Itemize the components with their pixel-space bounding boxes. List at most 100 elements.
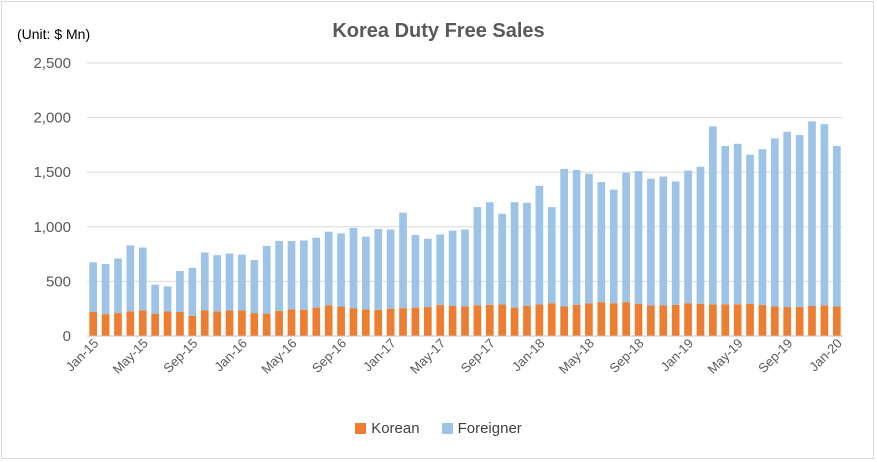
bar-korean	[783, 307, 792, 336]
bar-korean	[721, 304, 730, 336]
bar-foreigner	[213, 255, 221, 312]
bar-korean	[151, 313, 160, 336]
bar-foreigner	[114, 258, 122, 314]
bar-korean	[114, 313, 122, 336]
bar-foreigner	[770, 138, 779, 307]
legend-item-korean: Korean	[355, 420, 420, 437]
bar-korean	[485, 304, 494, 336]
bar-korean	[89, 311, 98, 336]
bar-foreigner	[783, 131, 792, 308]
bar-foreigner	[411, 234, 420, 308]
bar-foreigner	[238, 254, 246, 311]
bar-korean	[101, 314, 110, 336]
x-tick-label: Sep-19	[755, 336, 795, 376]
bar-korean	[126, 311, 135, 336]
bar-foreigner	[300, 240, 308, 310]
bar-foreigner	[659, 176, 668, 306]
x-tick-label: Sep-17	[458, 336, 498, 376]
bar-korean	[188, 315, 197, 336]
chart-title: Korea Duty Free Sales	[332, 20, 545, 42]
bar-korean	[498, 304, 507, 336]
bar-foreigner	[225, 253, 234, 311]
bar-korean	[746, 303, 754, 336]
bar-foreigner	[609, 189, 618, 304]
bar-foreigner	[461, 229, 469, 307]
bar-foreigner	[399, 212, 407, 309]
bar-korean	[671, 304, 680, 336]
bar-foreigner	[349, 227, 358, 309]
bar-foreigner	[362, 236, 370, 310]
bar-korean	[634, 303, 643, 336]
bar-foreigner	[572, 170, 581, 305]
bar-korean	[262, 313, 271, 336]
bar-foreigner	[163, 286, 172, 312]
unit-label: (Unit: $ Mn)	[17, 26, 91, 42]
bar-korean	[176, 311, 184, 336]
bar-foreigner	[312, 237, 321, 308]
bar-korean	[647, 305, 655, 336]
bar-foreigner	[808, 121, 816, 306]
bar-foreigner	[696, 166, 705, 304]
bar-foreigner	[709, 126, 717, 305]
bar-foreigner	[684, 170, 692, 304]
chart-legend: Korean Foreigner	[0, 420, 877, 437]
bar-korean	[324, 305, 333, 336]
bar-korean	[448, 305, 457, 336]
bar-foreigner	[523, 202, 531, 306]
bar-foreigner	[374, 228, 383, 310]
bar-foreigner	[250, 260, 259, 314]
bar-foreigner	[473, 207, 482, 306]
legend-swatch-korean	[355, 423, 367, 434]
bar-foreigner	[634, 171, 643, 304]
bar-foreigner	[721, 145, 730, 305]
bar-korean	[510, 307, 519, 336]
bar-korean	[287, 309, 296, 336]
bar-korean	[362, 309, 370, 336]
bar-korean	[572, 304, 581, 336]
bar-foreigner	[275, 240, 283, 311]
x-tick-label: Sep-18	[606, 336, 646, 376]
bar-korean	[275, 310, 283, 336]
x-tick-label: May-17	[407, 336, 448, 377]
bar-korean	[560, 306, 568, 336]
bar-korean	[138, 310, 147, 336]
bar-foreigner	[560, 168, 568, 307]
bar-korean	[386, 308, 395, 336]
bar-foreigner	[795, 135, 804, 308]
bar-korean	[225, 310, 234, 336]
x-tick-label: Jan-16	[211, 336, 250, 375]
bar-foreigner	[423, 238, 432, 308]
bar-foreigner	[647, 178, 655, 306]
bar-korean	[696, 303, 705, 336]
x-tick-label: Jan-19	[657, 336, 696, 375]
bar-korean	[770, 306, 779, 336]
bar-korean	[622, 302, 630, 336]
bar-foreigner	[547, 207, 556, 304]
bar-korean	[585, 303, 593, 336]
bar-korean	[659, 305, 668, 336]
x-tick-label: Jan-18	[509, 336, 548, 375]
bar-korean	[523, 305, 531, 336]
bar-korean	[709, 304, 717, 336]
bar-foreigner	[485, 202, 494, 305]
bar-korean	[337, 306, 345, 336]
x-tick-label: Sep-16	[309, 336, 349, 376]
x-tick-label: May-16	[258, 336, 299, 377]
bar-korean	[213, 311, 221, 336]
bar-foreigner	[126, 245, 135, 312]
x-tick-label: May-15	[110, 336, 151, 377]
bar-foreigner	[89, 262, 98, 312]
bar-korean	[200, 310, 209, 336]
bar-korean	[597, 302, 606, 336]
legend-item-foreigner: Foreigner	[441, 420, 522, 437]
bar-korean	[461, 306, 469, 336]
bar-foreigner	[498, 213, 507, 305]
bar-foreigner	[287, 240, 296, 310]
bar-foreigner	[262, 245, 271, 314]
bar-foreigner	[535, 185, 544, 305]
bar-foreigner	[138, 247, 147, 311]
bar-korean	[820, 305, 829, 336]
bar-korean	[374, 309, 383, 336]
bar-foreigner	[386, 229, 395, 309]
bar-korean	[411, 307, 420, 336]
